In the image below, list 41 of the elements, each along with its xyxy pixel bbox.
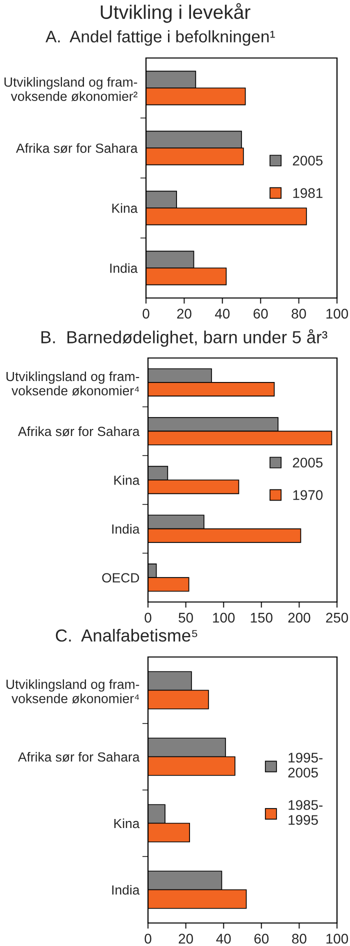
y-tick-label: India [112,524,140,534]
x-tick-label: 80 [292,934,306,944]
x-tick-label: 0 [144,612,152,623]
chart-title: Utvikling i levekår [100,3,250,23]
y-tick-label: OECD [102,573,140,583]
x-tick-label: 0 [144,934,152,944]
x-tick-label: 0 [142,308,150,319]
y-tick-label: Utviklingsland og fram- voksende økonomier⁴ [6,679,140,704]
chart-title: C. Analfabetisme⁵ [56,628,198,642]
x-tick-label: 80 [292,308,306,319]
y-tick-label: Afrika sør for Sahara [16,143,138,154]
legend-label: 1995- 2005 [288,752,322,778]
y-tick-label: Afrika sør for Sahara [18,426,140,436]
x-tick-label: 50 [178,612,193,623]
x-tick-label: 100 [326,308,348,319]
x-tick-label: 200 [288,612,310,623]
legend-label: 1981 [293,188,322,198]
y-tick-label: Afrika sør for Sahara [18,752,140,762]
legend-label: 1970 [293,490,323,500]
x-tick-label: 40 [216,934,231,944]
legend-label: 2005 [292,156,323,166]
x-tick-label: 150 [250,612,272,623]
chart-subtitle: A. Andel fattige i befolkningen¹ [46,30,275,46]
x-tick-label: 20 [178,934,193,944]
y-tick-label: Kina [114,475,140,485]
y-tick-label: India [112,884,140,895]
x-tick-label: 60 [254,308,268,319]
y-tick-label: India [110,263,138,273]
y-tick-label: Kina [114,818,140,828]
x-tick-label: 100 [326,934,348,944]
x-tick-label: 40 [214,308,230,319]
x-tick-label: 60 [254,934,269,944]
legend-label: 1985- 1995 [288,800,322,825]
x-tick-label: 20 [177,308,192,319]
x-tick-label: 250 [326,612,348,623]
y-tick-label: Kina [112,203,138,213]
y-tick-label: Utviklingsland og fram- voksende økonomier² [4,77,138,102]
legend-label: 2005 [292,458,323,468]
y-tick-label: Utviklingsland og fram- voksende økonomier⁴ [6,371,140,396]
x-tick-label: 100 [213,612,235,623]
chart-title: B. Barnedødelighet, barn under 5 år³ [41,329,328,347]
